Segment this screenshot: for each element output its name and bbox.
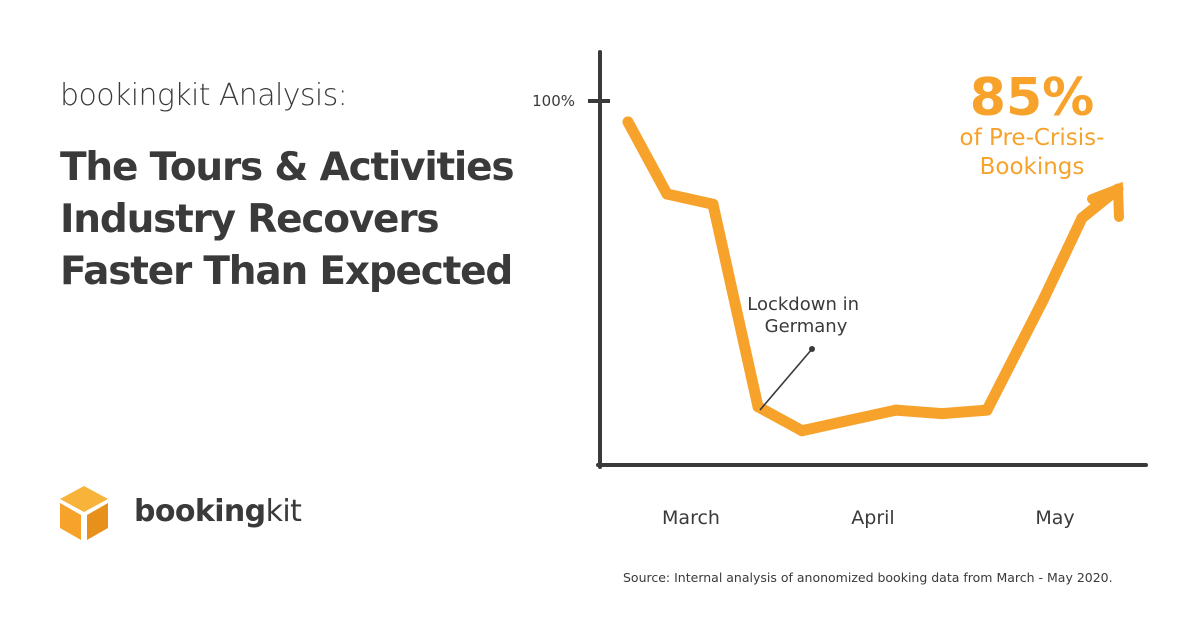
lockdown-pointer-dot: [809, 346, 815, 352]
arrow-head: [1087, 181, 1124, 222]
lockdown-pointer: [759, 348, 813, 411]
x-tick-label-march: March: [662, 507, 720, 529]
headline-line-2: Industry Recovers: [60, 197, 440, 242]
series-line: [622, 116, 1124, 437]
logo-bold: booking: [134, 494, 266, 529]
analysis-subtitle: bookingkit Analysis:: [60, 78, 348, 113]
lockdown-label-line-2: Germany: [765, 316, 848, 337]
data-point-2: [661, 188, 673, 200]
page-title: The Tours & Activities Industry Recovers…: [60, 142, 560, 298]
data-point-7: [890, 404, 902, 416]
data-point-5: [796, 425, 808, 437]
data-point-6: [843, 414, 855, 426]
data-point-8: [936, 408, 948, 420]
logo-wordmark: bookingkit: [134, 494, 302, 529]
box-icon: [60, 486, 108, 540]
data-point-9: [981, 404, 993, 416]
big-caption-line-1: of Pre-Crisis-: [960, 125, 1105, 151]
logo-light: kit: [265, 494, 302, 529]
source-note: Source: Internal analysis of anonomized …: [623, 570, 1113, 585]
data-point-10: [1037, 294, 1049, 306]
big-caption-line-2: Bookings: [980, 154, 1085, 180]
data-point-3: [707, 198, 719, 210]
data-point-11: [1076, 212, 1088, 224]
x-tick-label-may: May: [1035, 507, 1074, 529]
lockdown-label: Lockdown in Germany: [747, 294, 864, 337]
big-value: 85%: [970, 68, 1094, 128]
data-point-1: [622, 116, 634, 128]
headline-line-3: Faster Than Expected: [60, 249, 513, 294]
y-tick-label: 100%: [532, 92, 575, 110]
headline-line-1: The Tours & Activities: [60, 145, 515, 190]
x-tick-label-april: April: [851, 507, 894, 529]
lockdown-label-line-1: Lockdown in: [747, 294, 859, 315]
